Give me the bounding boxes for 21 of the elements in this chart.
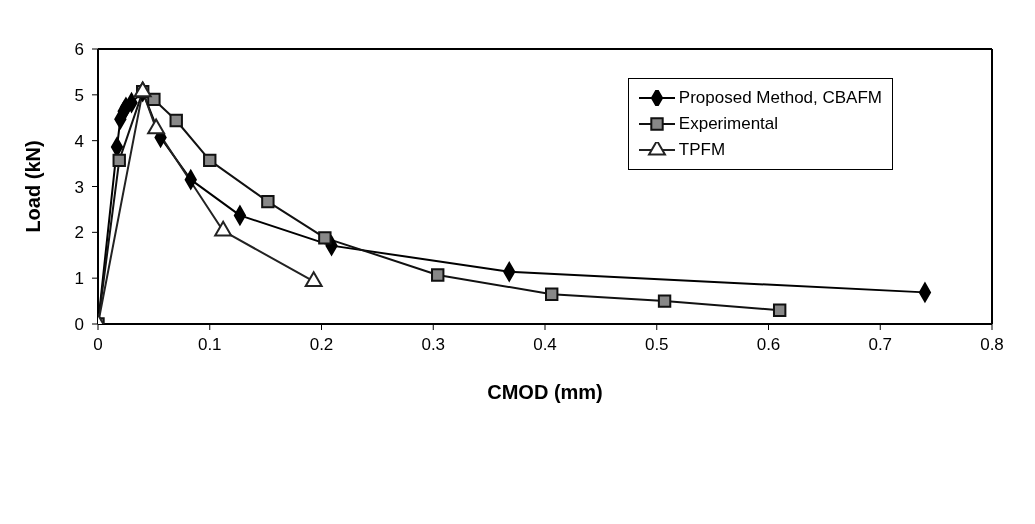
x-axis-title: CMOD (mm) bbox=[487, 381, 603, 403]
x-tick-label: 0.4 bbox=[533, 335, 557, 355]
y-tick-label: 2 bbox=[74, 223, 84, 243]
y-axis-title: Load (kN) bbox=[22, 140, 45, 233]
y-tick-label: 1 bbox=[74, 269, 84, 289]
x-tick-label: 0.2 bbox=[309, 335, 334, 355]
x-tick-label: 0.3 bbox=[421, 335, 446, 355]
x-tick-label: 0 bbox=[93, 335, 103, 355]
legend-label: Proposed Method, CBAFM bbox=[678, 88, 882, 108]
y-tick-label: 4 bbox=[74, 131, 84, 151]
y-tick-label: 0 bbox=[74, 315, 84, 335]
x-tick-label: 0.5 bbox=[644, 335, 669, 355]
x-tick-label: 0.8 bbox=[980, 335, 1004, 355]
y-tick-label: 6 bbox=[74, 40, 84, 60]
legend-label: TPFM bbox=[678, 140, 726, 160]
x-tick-label: 0.1 bbox=[197, 335, 222, 355]
y-tick-label: 5 bbox=[74, 85, 84, 105]
x-tick-label: 0.7 bbox=[868, 335, 893, 355]
legend-label: Experimental bbox=[678, 114, 779, 134]
y-tick-label: 3 bbox=[74, 177, 84, 197]
x-tick-label: 0.6 bbox=[756, 335, 781, 355]
